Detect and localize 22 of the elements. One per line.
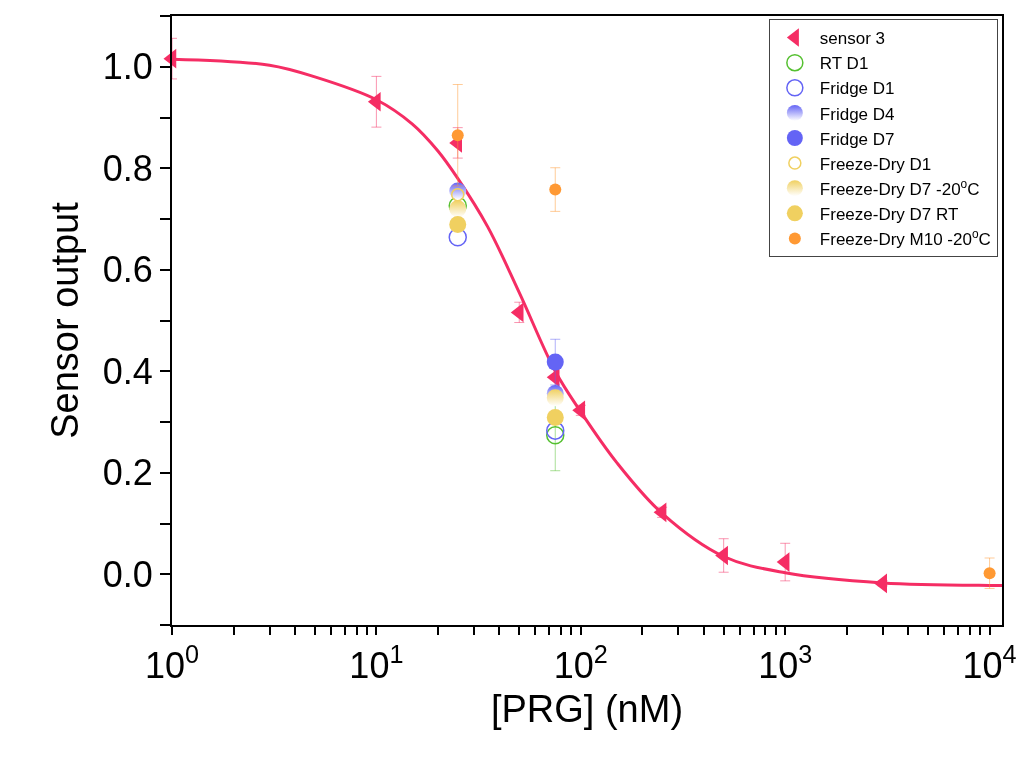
- x-tick-label: 10$^{1}$: [349, 640, 404, 687]
- y-axis-title: Sensor output: [44, 201, 87, 439]
- y-tick-label: 0.6: [102, 249, 153, 291]
- legend-label: Freeze-Dry M10 -20$^{o}$C: [819, 226, 991, 250]
- y-tick-label: 0.4: [102, 350, 153, 392]
- y-tick-label: 0.2: [102, 452, 153, 494]
- legend-label: Freeze-Dry D7 RT: [819, 204, 959, 224]
- x-axis-title: [PRG] (nM): [490, 687, 684, 730]
- x-tick-label: 10$^{0}$: [144, 640, 200, 687]
- y-tick-label: 0.0: [102, 553, 153, 595]
- x-tick-label: 10$^{3}$: [758, 640, 813, 687]
- legend-label: Fridge D7: [819, 129, 895, 149]
- legend-label: sensor 3: [819, 29, 886, 49]
- legend-label: Fridge D4: [819, 104, 895, 124]
- legend-label: Fridge D1: [819, 79, 895, 99]
- legend-label: Freeze-Dry D1: [819, 154, 932, 174]
- x-tick-label: 10$^{4}$: [962, 640, 1017, 687]
- y-tick-label: 1.0: [102, 46, 153, 88]
- legend-label: RT D1: [819, 54, 869, 74]
- legend-label: Freeze-Dry D7 -20$^{o}$C: [819, 176, 980, 199]
- x-tick-label: 10$^{2}$: [553, 640, 608, 687]
- y-tick-label: 0.8: [102, 147, 153, 189]
